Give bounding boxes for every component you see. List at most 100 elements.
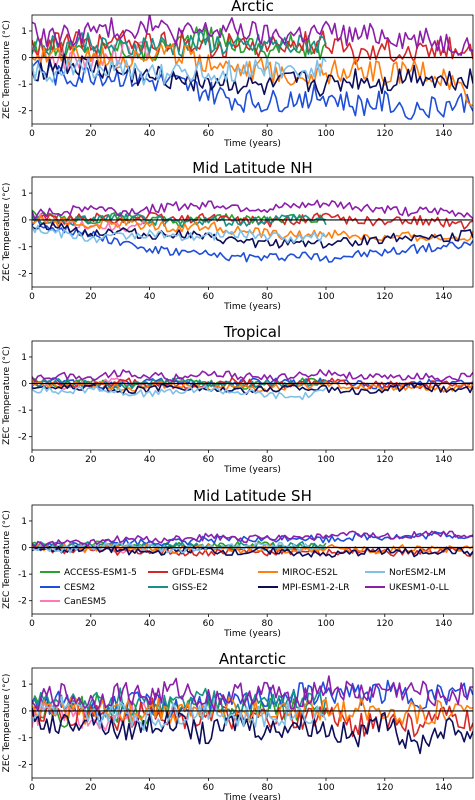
x-tick-label: 120 xyxy=(376,292,393,302)
series-line-cesm2 xyxy=(32,530,473,552)
legend-label: CanESM5 xyxy=(64,597,106,607)
series-line-mpi-esm1-2-lr xyxy=(32,382,473,396)
series-group xyxy=(32,368,473,401)
series-line-mpi-esm1-2-lr xyxy=(32,707,473,755)
y-axis-label: ZEC Temperature (°C) xyxy=(2,20,12,119)
x-axis-label: Time (years) xyxy=(223,629,281,639)
series-line-giss-e2 xyxy=(32,212,327,228)
y-tick-label: 0 xyxy=(21,380,27,390)
y-tick-label: 1 xyxy=(21,353,27,363)
legend-label: UKESM1-0-LL xyxy=(389,583,449,593)
x-tick-label: 20 xyxy=(85,783,97,793)
panel-mid-latitude-nh: 0 20 40 60 80 100 120 140 -2 -1 0 1 Mid Latitude NH T… xyxy=(2,159,474,312)
x-tick-label: 0 xyxy=(29,292,35,302)
x-tick-label: 80 xyxy=(261,292,273,302)
x-tick-label: 80 xyxy=(261,783,273,793)
x-tick-label: 20 xyxy=(85,292,97,302)
chart-title: Mid Latitude NH xyxy=(192,159,312,177)
series-line-gfdl-esm4 xyxy=(32,29,473,65)
series-group xyxy=(32,530,473,558)
x-tick-label: 100 xyxy=(317,292,334,302)
x-tick-label: 140 xyxy=(435,292,452,302)
series-line-ukesm1-0-ll xyxy=(32,675,473,712)
x-tick-label: 100 xyxy=(317,129,334,139)
y-tick-label: -2 xyxy=(18,761,27,771)
series-line-mpi-esm1-2-lr xyxy=(32,543,473,558)
chart-title: Mid Latitude SH xyxy=(193,487,312,505)
y-tick-label: -1 xyxy=(18,570,27,580)
x-tick-label: 40 xyxy=(144,129,156,139)
series-line-ukesm1-0-ll xyxy=(32,15,473,56)
x-tick-label: 0 xyxy=(29,619,35,629)
y-tick-label: 1 xyxy=(21,517,27,527)
chart-title: Tropical xyxy=(223,323,281,341)
x-tick-label: 100 xyxy=(317,783,334,793)
legend-label: GFDL-ESM4 xyxy=(172,568,224,578)
legend-label: MIROC-ES2L xyxy=(282,568,337,578)
x-axis-label: Time (years) xyxy=(223,465,281,475)
y-axis-label: ZEC Temperature (°C) xyxy=(2,183,12,282)
series-line-ukesm1-0-ll xyxy=(32,199,473,220)
x-tick-label: 120 xyxy=(376,619,393,629)
x-tick-label: 140 xyxy=(435,783,452,793)
y-tick-label: 0 xyxy=(21,216,27,226)
x-tick-label: 20 xyxy=(85,455,97,465)
y-axis-label: ZEC Temperature (°C) xyxy=(2,510,12,609)
y-tick-label: 1 xyxy=(21,27,27,37)
x-tick-label: 60 xyxy=(203,129,215,139)
series-group xyxy=(32,199,473,263)
x-tick-label: 80 xyxy=(261,129,273,139)
x-tick-label: 100 xyxy=(317,619,334,629)
legend-label: NorESM2-LM xyxy=(389,568,446,578)
x-tick-label: 120 xyxy=(376,129,393,139)
series-group xyxy=(32,15,473,120)
x-axis-label: Time (years) xyxy=(223,793,281,800)
x-tick-label: 120 xyxy=(376,455,393,465)
x-tick-label: 60 xyxy=(203,619,215,629)
x-tick-label: 20 xyxy=(85,619,97,629)
series-group xyxy=(32,675,473,755)
series-line-gfdl-esm4 xyxy=(32,377,473,390)
x-tick-label: 140 xyxy=(435,619,452,629)
legend: ACCESS-ESM1-5 CESM2 CanESM5 GFDL-ESM4 GISS-E… xyxy=(40,568,449,607)
x-tick-label: 80 xyxy=(261,455,273,465)
series-line-cesm2 xyxy=(32,59,473,120)
y-tick-label: -2 xyxy=(18,597,27,607)
chart-title: Antarctic xyxy=(219,650,286,668)
x-axis-label: Time (years) xyxy=(223,302,281,312)
x-tick-label: 40 xyxy=(144,292,156,302)
axes-frame xyxy=(31,176,474,288)
y-tick-label: -1 xyxy=(18,406,27,416)
x-tick-label: 60 xyxy=(203,783,215,793)
y-tick-label: -1 xyxy=(18,80,27,90)
x-tick-label: 0 xyxy=(29,129,35,139)
y-tick-label: 0 xyxy=(21,54,27,64)
x-tick-label: 0 xyxy=(29,455,35,465)
series-line-ukesm1-0-ll xyxy=(32,368,473,383)
series-line-ukesm1-0-ll xyxy=(32,530,473,548)
series-line-noresm2-lm xyxy=(32,56,327,86)
x-tick-label: 140 xyxy=(435,129,452,139)
panel-arctic: 0 20 40 60 80 100 120 140 -2 -1 0 1 Arctic Time (year… xyxy=(2,0,474,149)
x-tick-label: 40 xyxy=(144,619,156,629)
series-line-noresm2-lm xyxy=(32,224,327,244)
series-line-noresm2-lm xyxy=(32,695,327,732)
axes-frame xyxy=(31,504,474,615)
x-tick-label: 40 xyxy=(144,783,156,793)
y-tick-label: 0 xyxy=(21,707,27,717)
x-tick-label: 120 xyxy=(376,783,393,793)
x-tick-label: 40 xyxy=(144,455,156,465)
legend-label: ACCESS-ESM1-5 xyxy=(64,568,137,578)
y-tick-label: -2 xyxy=(18,270,27,280)
y-axis-label: ZEC Temperature (°C) xyxy=(2,674,12,773)
x-axis-label: Time (years) xyxy=(223,139,281,149)
x-tick-label: 60 xyxy=(203,455,215,465)
legend-label: CESM2 xyxy=(64,583,95,593)
y-tick-label: -1 xyxy=(18,734,27,744)
chart-title: Arctic xyxy=(231,0,274,15)
legend-label: GISS-E2 xyxy=(172,583,208,593)
x-tick-label: 60 xyxy=(203,292,215,302)
x-tick-label: 0 xyxy=(29,783,35,793)
series-line-gfdl-esm4 xyxy=(32,211,473,230)
series-line-giss-e2 xyxy=(32,30,327,59)
